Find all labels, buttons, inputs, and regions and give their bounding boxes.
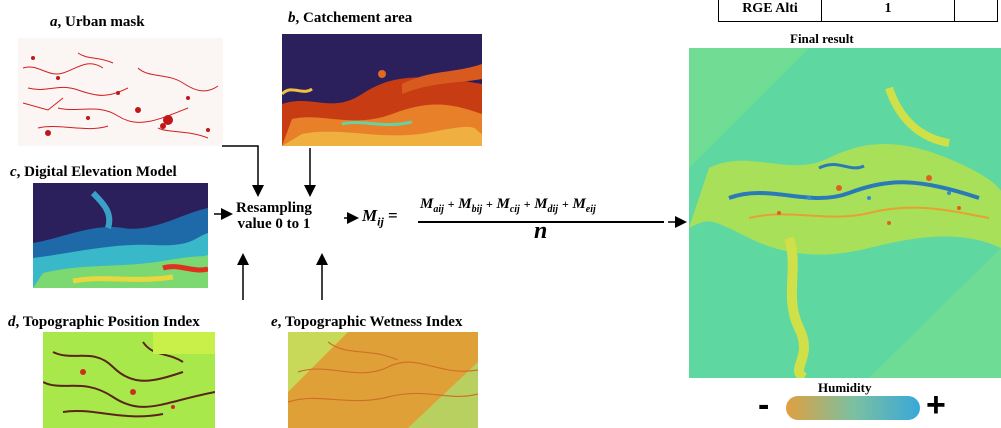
panel-a-label: , Urban mask xyxy=(57,14,145,30)
final-result-title: Final result xyxy=(790,31,854,46)
final-result-map xyxy=(689,48,1001,378)
term-d-sub: dij xyxy=(547,204,559,215)
dem-map xyxy=(33,183,208,288)
twi-image xyxy=(288,332,478,428)
humidity-gradient-bar xyxy=(786,396,920,420)
panel-e-label: , Topographic Wetness Index xyxy=(277,314,463,330)
final-result-image xyxy=(689,48,1001,378)
catchment-area-map xyxy=(282,34,482,146)
humidity-minus: - xyxy=(758,386,770,424)
panel-b-letter: b xyxy=(288,10,296,26)
panel-d-title: d, Topographic Position Index xyxy=(8,314,200,331)
panel-a-letter: a xyxy=(50,14,58,30)
humidity-label: Humidity xyxy=(818,380,872,395)
panel-b-label: , Catchement area xyxy=(295,10,413,26)
tpi-map xyxy=(43,332,215,428)
term-c-sub: cij xyxy=(509,204,520,215)
rge-alti-table: RGE Alti 1 xyxy=(718,0,998,22)
plus-1: + xyxy=(447,197,455,211)
term-e-symbol: M xyxy=(572,196,586,212)
panel-a-title: a, Urban mask xyxy=(50,14,145,31)
panel-c-letter: c xyxy=(10,164,17,180)
twi-map xyxy=(288,332,478,428)
urban-mask-image xyxy=(22,52,219,139)
panel-c-title: c, Digital Elevation Model xyxy=(10,164,177,181)
resampling-line2: value 0 to 1 xyxy=(237,216,311,232)
panel-c-label: , Digital Elevation Model xyxy=(16,164,177,180)
dem-image xyxy=(33,190,208,288)
urban-mask-map xyxy=(18,38,223,146)
fraction-bar xyxy=(418,221,664,223)
term-a-sub: aij xyxy=(433,204,444,215)
table-cell-rge-alti: RGE Alti xyxy=(718,0,822,22)
panel-b-title: b, Catchement area xyxy=(288,10,412,27)
panel-e-title: e, Topographic Wetness Index xyxy=(271,314,462,331)
formula-equals: = xyxy=(388,206,398,225)
formula-denominator: n xyxy=(534,218,548,244)
humidity-plus: + xyxy=(926,386,946,424)
term-e-sub: eij xyxy=(585,204,596,215)
catchment-area-image xyxy=(282,64,482,146)
term-c-symbol: M xyxy=(496,196,510,212)
panel-d-label: , Topographic Position Index xyxy=(15,314,200,330)
term-b-symbol: M xyxy=(458,196,472,212)
panel-e-letter: e xyxy=(271,314,278,330)
tpi-image xyxy=(43,332,215,418)
resampling-line1: Resampling xyxy=(236,200,312,216)
plus-3: + xyxy=(523,197,531,211)
panel-d-letter: d xyxy=(8,314,16,330)
resampling-label: Resampling value 0 to 1 xyxy=(236,200,312,232)
term-a-symbol: M xyxy=(420,196,434,212)
formula-lhs: Mij = xyxy=(362,206,398,229)
formula-lhs-symbol: M xyxy=(362,206,378,225)
term-b-sub: bij xyxy=(471,204,483,215)
table-cell-empty xyxy=(954,0,998,22)
plus-4: + xyxy=(561,197,569,211)
formula-numerator: Maij + Mbij + Mcij + Mdij + Meij xyxy=(420,196,596,215)
formula-lhs-sub: ij xyxy=(377,214,384,229)
plus-2: + xyxy=(485,197,493,211)
term-d-symbol: M xyxy=(534,196,548,212)
